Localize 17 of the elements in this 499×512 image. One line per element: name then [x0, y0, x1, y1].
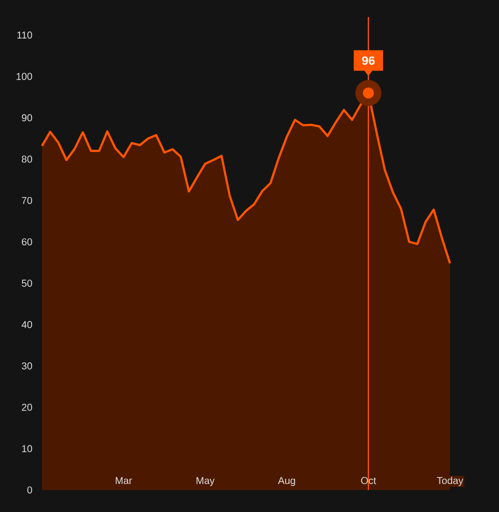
y-tick-label: 70	[22, 196, 32, 204]
y-tick-label: 90	[22, 114, 32, 122]
annotation: 96	[362, 56, 375, 65]
x-tick-label: Today	[436, 476, 464, 486]
y-tick-label: 40	[22, 321, 32, 328]
x-tick-label: Mar	[116, 477, 132, 484]
x-tick-label: Aug	[278, 477, 296, 486]
y-tick-label: 80	[22, 156, 32, 163]
x-tick-label: May	[196, 477, 215, 486]
y-tick-label: 10	[22, 445, 32, 452]
y-tick-label: 20	[22, 404, 32, 411]
y-tick-label: 100	[16, 72, 32, 80]
y-tick-label: 110	[17, 32, 32, 39]
y-tick-label: 30	[22, 362, 32, 370]
y-tick-label: 50	[22, 280, 32, 287]
y-tick-label: 0	[27, 486, 32, 494]
y-tick-label: 60	[22, 238, 32, 246]
